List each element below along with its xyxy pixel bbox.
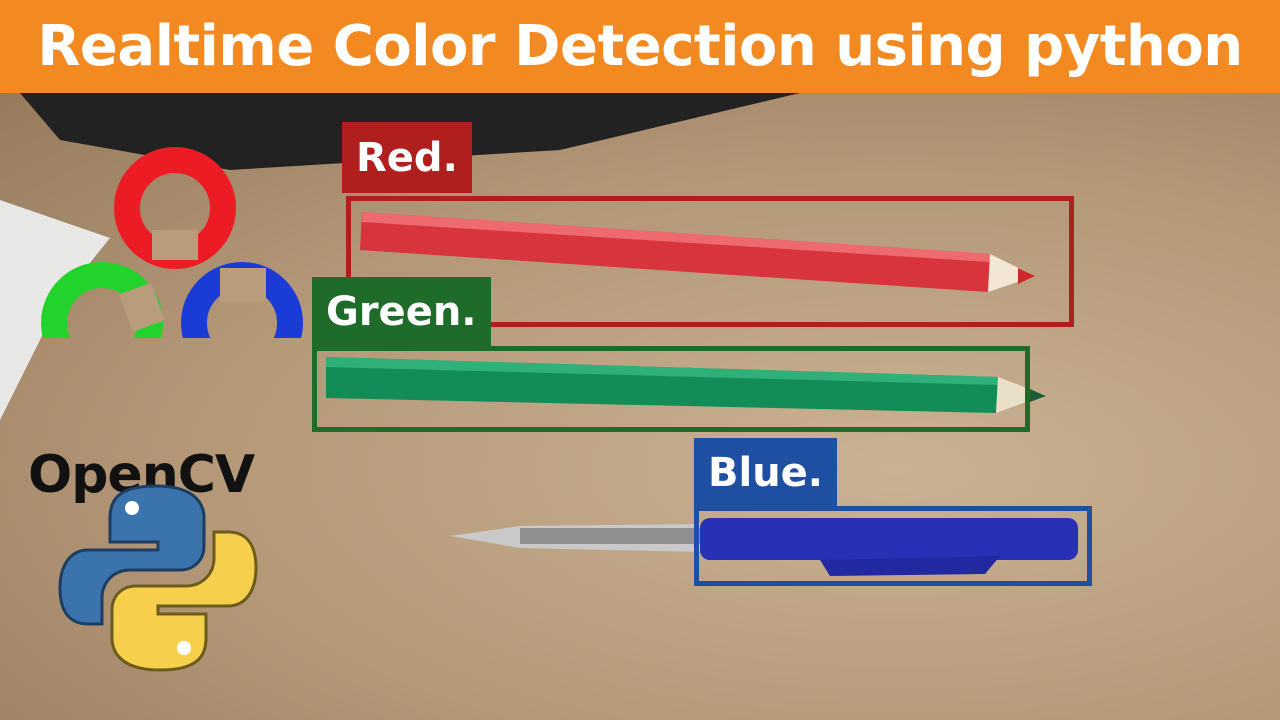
- red-pencil: [360, 212, 1035, 292]
- python-eye-top: [125, 501, 139, 515]
- red-detection-box: [346, 196, 1074, 327]
- blue-detection-label: Blue.: [694, 438, 837, 508]
- opencv-blue-ring: [181, 262, 303, 338]
- blue-pen: [450, 518, 1078, 576]
- page-title: Realtime Color Detection using python: [37, 14, 1243, 79]
- green-pencil: [326, 357, 1046, 413]
- title-banner: Realtime Color Detection using python: [0, 0, 1280, 93]
- green-detection-box: [312, 346, 1030, 432]
- blue-detection-box: [694, 506, 1092, 586]
- python-eye-bottom: [177, 641, 191, 655]
- camera-feed: OpenCV Red. Green. Blue.: [0, 93, 1280, 720]
- python-yellow-snake: [110, 530, 258, 672]
- opencv-logo: [41, 147, 303, 338]
- python-logo: [58, 484, 258, 672]
- scene-objects: [0, 93, 1078, 576]
- python-blue-snake: [58, 484, 206, 626]
- opencv-green-ring: [41, 262, 165, 338]
- red-detection-label: Red.: [342, 122, 472, 193]
- green-detection-label: Green.: [312, 277, 491, 347]
- opencv-red-ring: [114, 147, 236, 269]
